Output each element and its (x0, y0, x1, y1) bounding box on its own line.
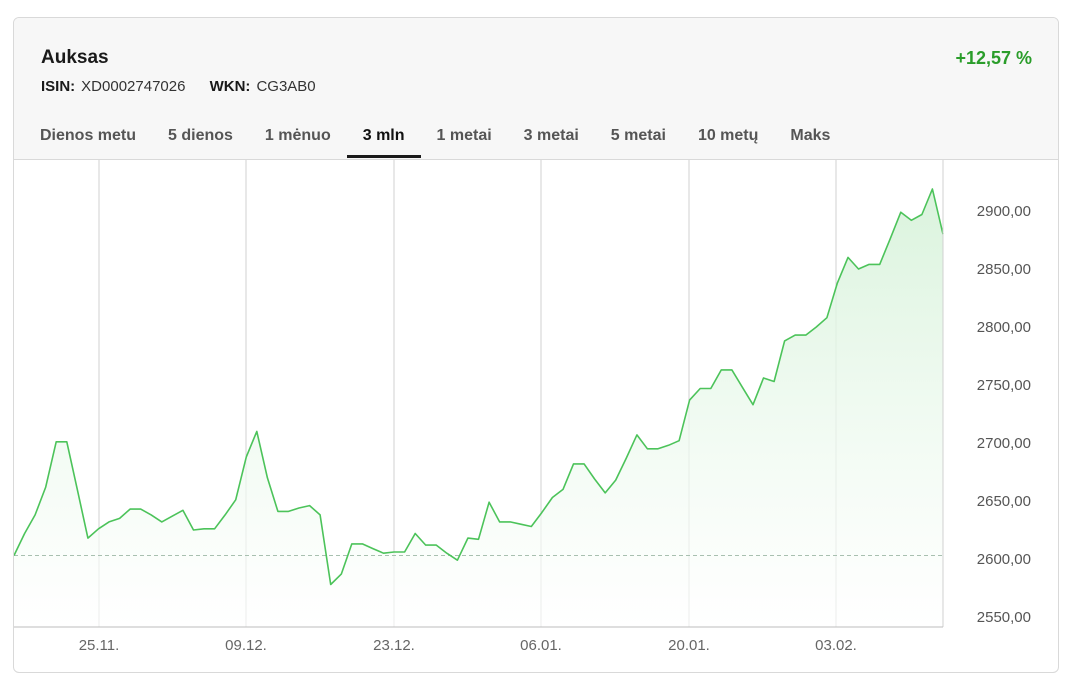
y-tick-label: 2900,00 (977, 203, 1031, 220)
tab-3-months[interactable]: 3 mln (346, 114, 421, 158)
isin-value: XD0002747026 (81, 78, 186, 95)
price-chart[interactable]: 25.11. 09.12. 23.12. 06.01. 20.01. 03.02. 2550… (14, 18, 1059, 673)
x-tick-label: 06.01. (520, 637, 562, 654)
tab-1-year[interactable]: 1 metai (436, 127, 492, 144)
y-tick-label: 2750,00 (977, 377, 1031, 394)
instrument-identifiers: ISIN: XD0002747026 WKN: CG3AB0 (41, 78, 336, 95)
isin-label: ISIN: (41, 78, 76, 95)
period-tabs: Dienos metu 5 dienos 1 mėnuo 3 mln 1 met… (24, 114, 846, 160)
wkn-label: WKN: (209, 78, 251, 95)
card-header: Auksas ISIN: XD0002747026 WKN: CG3AB0 +12,… (14, 18, 1058, 160)
y-tick-label: 2850,00 (977, 261, 1031, 278)
wkn-value: CG3AB0 (256, 78, 316, 95)
instrument-name: Auksas (41, 47, 109, 68)
x-tick-label: 23.12. (373, 637, 415, 654)
price-area-fill (14, 189, 943, 627)
tab-intraday[interactable]: Dienos metu (40, 127, 137, 144)
tab-10-years[interactable]: 10 metų (697, 127, 759, 144)
x-tick-label: 20.01. (668, 637, 710, 654)
tab-5-years[interactable]: 5 metai (610, 127, 666, 144)
tab-5-days[interactable]: 5 dienos (168, 127, 233, 144)
change-percent: +12,57 % (955, 48, 1032, 68)
tab-1-month[interactable]: 1 mėnuo (264, 127, 331, 144)
tab-max[interactable]: Maks (790, 127, 831, 144)
y-tick-label: 2600,00 (977, 551, 1031, 568)
y-tick-label: 2700,00 (977, 435, 1031, 452)
y-tick-label: 2650,00 (977, 493, 1031, 510)
tab-3-years[interactable]: 3 metai (523, 127, 579, 144)
instrument-card: Auksas ISIN: XD0002747026 WKN: CG3AB0 +12,… (13, 17, 1059, 673)
y-tick-label: 2800,00 (977, 319, 1031, 336)
x-tick-label: 25.11. (79, 637, 120, 654)
y-tick-label: 2550,00 (977, 609, 1031, 626)
price-line (14, 188, 944, 586)
x-tick-label: 03.02. (815, 637, 857, 654)
x-tick-label: 09.12. (225, 637, 267, 654)
